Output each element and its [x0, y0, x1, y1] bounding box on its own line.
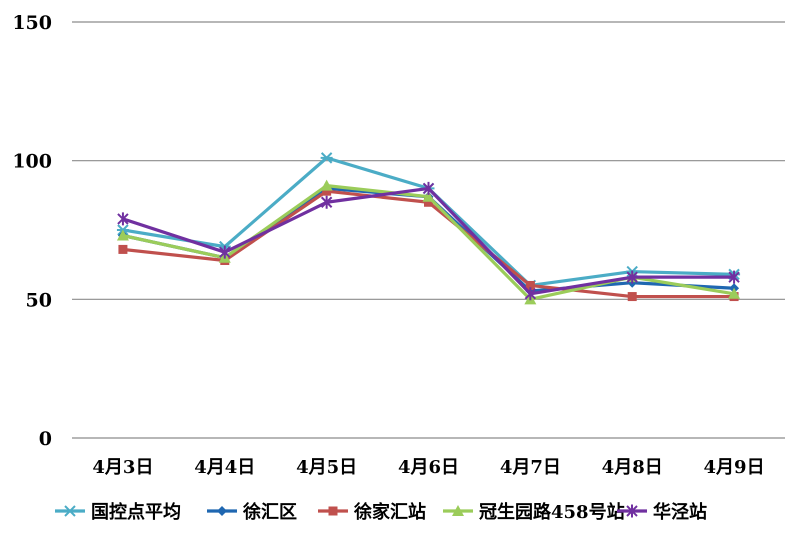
legend-label: 冠生园路458号站	[479, 501, 625, 523]
data-point	[728, 270, 740, 284]
legend-item: 徐家汇站	[318, 501, 426, 523]
x-tick-label: 4月7日	[500, 457, 561, 478]
legend-item: 国控点平均	[55, 501, 181, 523]
data-point	[525, 280, 535, 290]
data-point	[320, 152, 333, 164]
y-tick-label: 50	[26, 289, 52, 311]
x-tick-label: 4月9日	[704, 457, 765, 478]
data-point	[219, 245, 231, 259]
data-point	[422, 181, 435, 195]
series-5	[117, 181, 740, 301]
legend-marker	[328, 506, 338, 516]
legend-label: 徐汇区	[242, 501, 297, 523]
legend-marker	[64, 505, 76, 517]
y-tick-label: 0	[39, 428, 52, 450]
data-point	[320, 179, 333, 191]
legend-label: 国控点平均	[91, 501, 181, 523]
legend-label: 徐家汇站	[353, 501, 426, 523]
series-4	[116, 179, 741, 305]
gridlines	[72, 21, 785, 439]
series-1	[116, 152, 741, 292]
x-tick-label: 4月5日	[296, 457, 357, 478]
legend: 国控点平均 徐汇区 徐家汇站 冠生园路458号站 华泾站	[55, 501, 707, 523]
legend-marker	[217, 506, 227, 516]
y-axis: 0 50 100 150	[12, 12, 52, 450]
data-point	[422, 190, 435, 202]
data-point	[626, 270, 638, 284]
legend-label: 华泾站	[653, 501, 707, 523]
legend-item: 冠生园路458号站	[443, 501, 625, 523]
data-point	[424, 197, 433, 207]
x-tick-label: 4月3日	[92, 457, 153, 478]
data-point	[524, 287, 537, 301]
data-point	[322, 186, 332, 196]
legend-marker	[626, 504, 638, 518]
x-axis: 4月3日 4月4日 4月5日 4月6日 4月7日 4月8日 4月9日	[92, 457, 764, 478]
series-layer	[116, 152, 741, 305]
y-tick-label: 150	[12, 12, 52, 34]
data-point	[627, 292, 637, 302]
legend-item: 华泾站	[617, 501, 707, 523]
x-tick-label: 4月6日	[398, 457, 459, 478]
y-tick-label: 100	[12, 151, 52, 173]
data-point	[117, 212, 129, 226]
data-point	[116, 229, 129, 241]
data-point	[320, 195, 333, 209]
data-point	[118, 244, 128, 254]
data-point	[728, 287, 741, 299]
series-line	[122, 156, 735, 288]
x-tick-label: 4月8日	[602, 457, 663, 478]
legend-marker	[452, 505, 464, 516]
legend-item: 徐汇区	[207, 501, 297, 523]
x-tick-label: 4月4日	[194, 457, 255, 478]
